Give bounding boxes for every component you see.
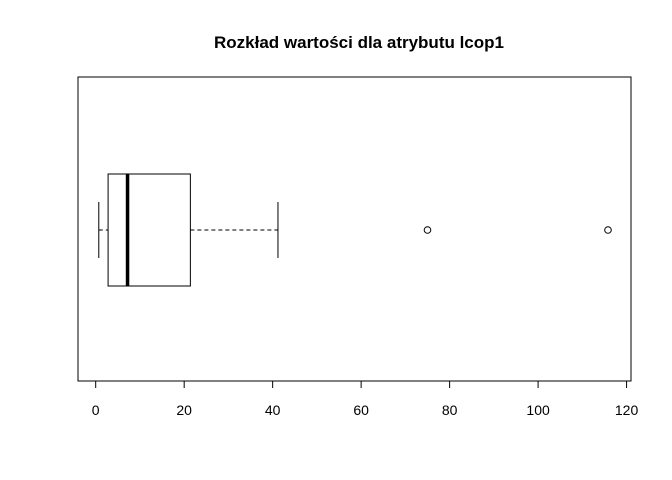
iqr-box <box>107 173 191 287</box>
x-tick-label: 60 <box>353 402 369 418</box>
outlier-point <box>423 226 432 234</box>
x-tick-label: 100 <box>526 402 550 418</box>
chart-title: Rozkład wartości dla atrybutu lcop1 <box>214 33 504 52</box>
plot-frame <box>77 76 632 382</box>
x-tick-label: 0 <box>92 402 100 418</box>
x-tick-label: 120 <box>615 402 639 418</box>
x-tick-label: 80 <box>442 402 458 418</box>
x-tick-label: 20 <box>176 402 192 418</box>
outlier-point <box>604 226 612 234</box>
boxplot <box>98 173 612 287</box>
x-tick-label: 40 <box>265 402 281 418</box>
x-axis: 0 20 40 60 80 100 120 <box>92 380 639 418</box>
